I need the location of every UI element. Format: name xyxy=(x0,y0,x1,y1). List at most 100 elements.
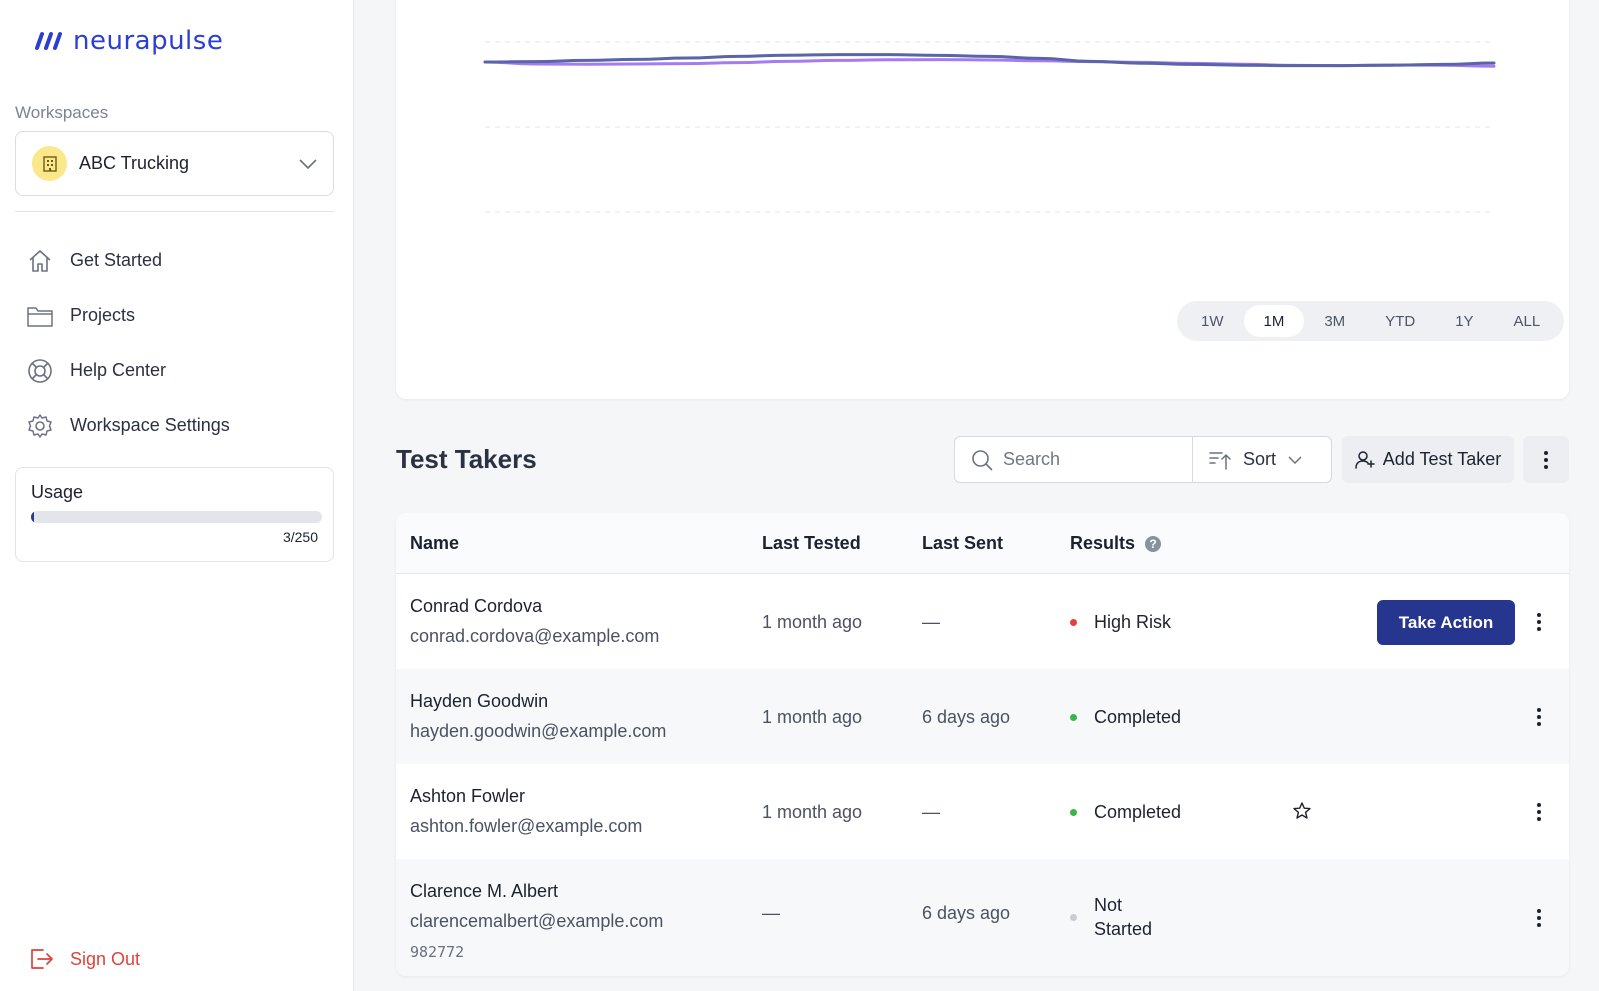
help-icon[interactable]: ? xyxy=(1145,536,1162,552)
row-more-icon[interactable] xyxy=(1527,903,1551,933)
chart-card: 1W 1M 3M YTD 1Y ALL xyxy=(396,0,1569,399)
test-taker-name: Ashton Fowler xyxy=(410,786,526,806)
last-sent: — xyxy=(922,802,940,822)
nav-item-workspace-settings[interactable]: Workspace Settings xyxy=(26,398,230,453)
row-more-icon[interactable] xyxy=(1527,797,1551,827)
column-header-name[interactable]: Name xyxy=(410,533,460,553)
last-sent: — xyxy=(922,612,940,632)
nav-item-projects[interactable]: Projects xyxy=(26,288,230,343)
range-tab-1m[interactable]: 1M xyxy=(1243,305,1305,337)
result-status: Completed xyxy=(1070,802,1181,823)
test-taker-name: Hayden Goodwin xyxy=(410,691,549,711)
nav-label: Help Center xyxy=(70,360,167,380)
usage-count: 3/250 xyxy=(282,529,318,545)
range-tab-all[interactable]: ALL xyxy=(1513,312,1541,330)
result-label-line: Started xyxy=(1094,919,1153,939)
add-user-icon xyxy=(1355,450,1375,469)
search-icon xyxy=(972,449,993,470)
star-icon[interactable] xyxy=(1292,801,1312,826)
sidebar-divider xyxy=(15,211,334,212)
more-options-button[interactable] xyxy=(1523,436,1569,483)
chevron-down-icon xyxy=(1288,455,1302,464)
search-input[interactable] xyxy=(1003,449,1173,470)
results-header-label: Results xyxy=(1070,533,1136,553)
home-icon xyxy=(26,247,54,275)
logo-mark-icon xyxy=(35,32,62,50)
range-tab-ytd[interactable]: YTD xyxy=(1385,312,1416,330)
column-header-results[interactable]: Results? xyxy=(1070,533,1162,554)
test-takers-table: Name Last Tested Last Sent Results? Conr… xyxy=(396,513,1569,976)
test-taker-name: Conrad Cordova xyxy=(410,596,543,616)
search-box[interactable] xyxy=(955,437,1193,482)
usage-progress-bar xyxy=(31,511,322,523)
usage-progress-fill xyxy=(31,511,35,523)
building-icon xyxy=(32,146,67,181)
series-line-1 xyxy=(483,53,1496,68)
table-header: Name Last Tested Last Sent Results? xyxy=(396,513,1569,574)
gear-icon xyxy=(26,412,54,440)
table-row[interactable]: Hayden Goodwin hayden.goodwin@example.co… xyxy=(396,669,1569,764)
last-sent: 6 days ago xyxy=(922,707,1011,727)
workspaces-label: Workspaces xyxy=(15,103,109,122)
brand-name: neurapulse xyxy=(73,26,224,56)
add-test-taker-label: Add Test Taker xyxy=(1382,449,1502,469)
take-action-button[interactable]: Take Action xyxy=(1377,600,1515,645)
result-status: High Risk xyxy=(1070,612,1171,633)
status-dot xyxy=(1070,913,1077,921)
range-tab-1y[interactable]: 1Y xyxy=(1455,312,1474,330)
usage-title: Usage xyxy=(31,482,84,502)
range-tab-1w[interactable]: 1W xyxy=(1201,312,1224,330)
sign-out-button[interactable]: Sign Out xyxy=(28,946,140,972)
column-header-last-tested[interactable]: Last Tested xyxy=(762,533,861,553)
nav-item-help-center[interactable]: Help Center xyxy=(26,343,230,398)
search-sort-group: Sort xyxy=(954,436,1332,483)
workspace-select[interactable]: ABC Trucking xyxy=(15,131,334,196)
workspace-name: ABC Trucking xyxy=(79,153,190,173)
result-label: Not Started xyxy=(1094,893,1152,941)
status-dot xyxy=(1070,809,1077,816)
result-label: Completed xyxy=(1094,802,1182,822)
nav-label: Projects xyxy=(70,305,136,325)
result-label: Completed xyxy=(1094,707,1182,727)
test-taker-name: Clarence M. Albert xyxy=(410,881,559,901)
status-dot xyxy=(1070,619,1077,626)
test-taker-email: hayden.goodwin@example.com xyxy=(410,721,667,741)
add-test-taker-button[interactable]: Add Test Taker xyxy=(1342,436,1514,483)
test-taker-email: ashton.fowler@example.com xyxy=(410,816,643,836)
last-tested: 1 month ago xyxy=(762,802,863,822)
sidebar-nav: Get Started Projects Help Center Workspa… xyxy=(26,233,230,453)
result-label: High Risk xyxy=(1094,612,1172,632)
result-status: Completed xyxy=(1070,707,1181,728)
row-more-icon[interactable] xyxy=(1527,607,1551,637)
nav-label: Get Started xyxy=(70,250,163,270)
test-taker-code: 982772 xyxy=(410,943,465,961)
section-title: Test Takers xyxy=(396,444,537,474)
column-header-last-sent[interactable]: Last Sent xyxy=(922,533,1004,553)
brand-logo[interactable]: neurapulse xyxy=(33,26,223,56)
row-more-icon[interactable] xyxy=(1527,702,1551,732)
last-tested: 1 month ago xyxy=(762,707,863,727)
sign-out-icon xyxy=(31,949,53,969)
chevron-down-icon xyxy=(299,158,317,169)
nav-item-get-started[interactable]: Get Started xyxy=(26,233,230,288)
sort-button[interactable]: Sort xyxy=(1193,437,1331,482)
usage-card: Usage 3/250 xyxy=(15,467,334,562)
test-taker-email: clarencemalbert@example.com xyxy=(410,911,664,931)
table-row[interactable]: Clarence M. Albert clarencemalbert@examp… xyxy=(396,859,1569,976)
sort-label: Sort xyxy=(1243,449,1277,469)
time-range-tabs: 1W 1M 3M YTD 1Y ALL xyxy=(1177,301,1565,341)
status-dot xyxy=(1070,714,1077,721)
more-vertical-icon xyxy=(1544,450,1548,469)
table-row[interactable]: Ashton Fowler ashton.fowler@example.com … xyxy=(396,764,1569,859)
test-taker-email: conrad.cordova@example.com xyxy=(410,626,660,646)
last-tested: — xyxy=(762,903,780,923)
result-label-line: Not xyxy=(1094,895,1123,915)
nav-label: Workspace Settings xyxy=(70,415,230,435)
table-row[interactable]: Conrad Cordova conrad.cordova@example.co… xyxy=(396,574,1569,669)
sign-out-label: Sign Out xyxy=(70,948,141,969)
last-sent: 6 days ago xyxy=(922,903,1011,923)
range-tab-3m[interactable]: 3M xyxy=(1324,312,1346,330)
line-chart xyxy=(483,41,1496,213)
sort-icon xyxy=(1209,451,1231,470)
last-tested: 1 month ago xyxy=(762,612,863,632)
